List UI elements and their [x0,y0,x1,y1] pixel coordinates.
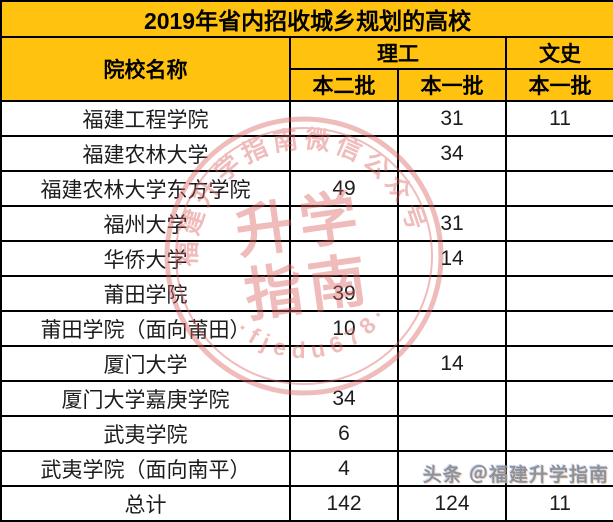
table-row: 福州大学 31 [0,205,613,242]
table-row: 华侨大学 14 [0,240,613,277]
arts-batch1-value [504,380,613,417]
arts-batch1-value [504,310,613,347]
science-batch1-value [397,450,507,487]
school-name: 福建农林大学 [0,135,291,172]
table-title: 2019年省内招收城乡规划的高校 [0,0,613,38]
school-name: 武夷学院（面向南平） [0,450,291,487]
col-header-arts-batch1: 本一批 [504,68,613,102]
science-batch2-value: 39 [289,275,399,312]
science-batch2-value [289,240,399,277]
arts-batch1-value [504,240,613,277]
school-name: 福建工程学院 [0,100,291,137]
science-batch1-value: 14 [397,345,507,382]
total-label: 总计 [0,485,291,522]
science-batch1-value [397,275,507,312]
science-batch1-value: 31 [397,205,507,242]
school-name: 华侨大学 [0,240,291,277]
school-name: 福州大学 [0,205,291,242]
total-arts-batch1: 11 [504,485,613,522]
science-batch2-value: 10 [289,310,399,347]
science-batch2-value: 34 [289,380,399,417]
total-science-batch2: 142 [289,485,399,522]
table-row: 莆田学院 39 [0,275,613,312]
school-name: 莆田学院（面向莆田） [0,310,291,347]
col-group-science: 理工 [289,36,507,70]
school-name: 福建农林大学东方学院 [0,170,291,207]
arts-batch1-value [504,345,613,382]
science-batch1-value: 14 [397,240,507,277]
science-batch2-value [289,100,399,137]
arts-batch1-value [504,415,613,452]
science-batch2-value: 4 [289,450,399,487]
science-batch1-value [397,415,507,452]
school-name: 厦门大学嘉庚学院 [0,380,291,417]
total-row: 总计 142 124 11 [0,485,613,522]
school-name: 厦门大学 [0,345,291,382]
table-row: 莆田学院（面向莆田） 10 [0,310,613,347]
science-batch1-value: 34 [397,135,507,172]
col-header-science-batch2: 本二批 [289,68,399,102]
table-row: 福建农林大学东方学院 49 [0,170,613,207]
arts-batch1-value [504,275,613,312]
school-name: 武夷学院 [0,415,291,452]
arts-batch1-value [504,170,613,207]
science-batch1-value [397,170,507,207]
science-batch2-value [289,345,399,382]
title-row: 2019年省内招收城乡规划的高校 [0,0,613,38]
group-header-row: 院校名称 理工 文史 [0,36,613,102]
science-batch2-value [289,205,399,242]
table-row: 武夷学院（面向南平） 4 [0,450,613,487]
table-row: 福建工程学院 31 11 [0,100,613,137]
table-row: 武夷学院 6 [0,415,613,452]
col-header-school: 院校名称 [0,36,291,102]
science-batch2-value [289,135,399,172]
science-batch1-value: 31 [397,100,507,137]
science-batch2-value: 49 [289,170,399,207]
table-row: 福建农林大学 34 [0,135,613,172]
science-batch1-value [397,380,507,417]
arts-batch1-value: 11 [504,100,613,137]
table-row: 厦门大学嘉庚学院 34 [0,380,613,417]
table-row: 厦门大学 14 [0,345,613,382]
arts-batch1-value [504,205,613,242]
col-group-arts: 文史 [504,36,613,70]
col-header-science-batch1: 本一批 [397,68,507,102]
school-name: 莆田学院 [0,275,291,312]
science-batch2-value: 6 [289,415,399,452]
arts-batch1-value [504,450,613,487]
arts-batch1-value [504,135,613,172]
batch-header-row: 本二批 本一批 本一批 [1,68,613,102]
science-batch1-value [397,310,507,347]
total-science-batch1: 124 [397,485,507,522]
